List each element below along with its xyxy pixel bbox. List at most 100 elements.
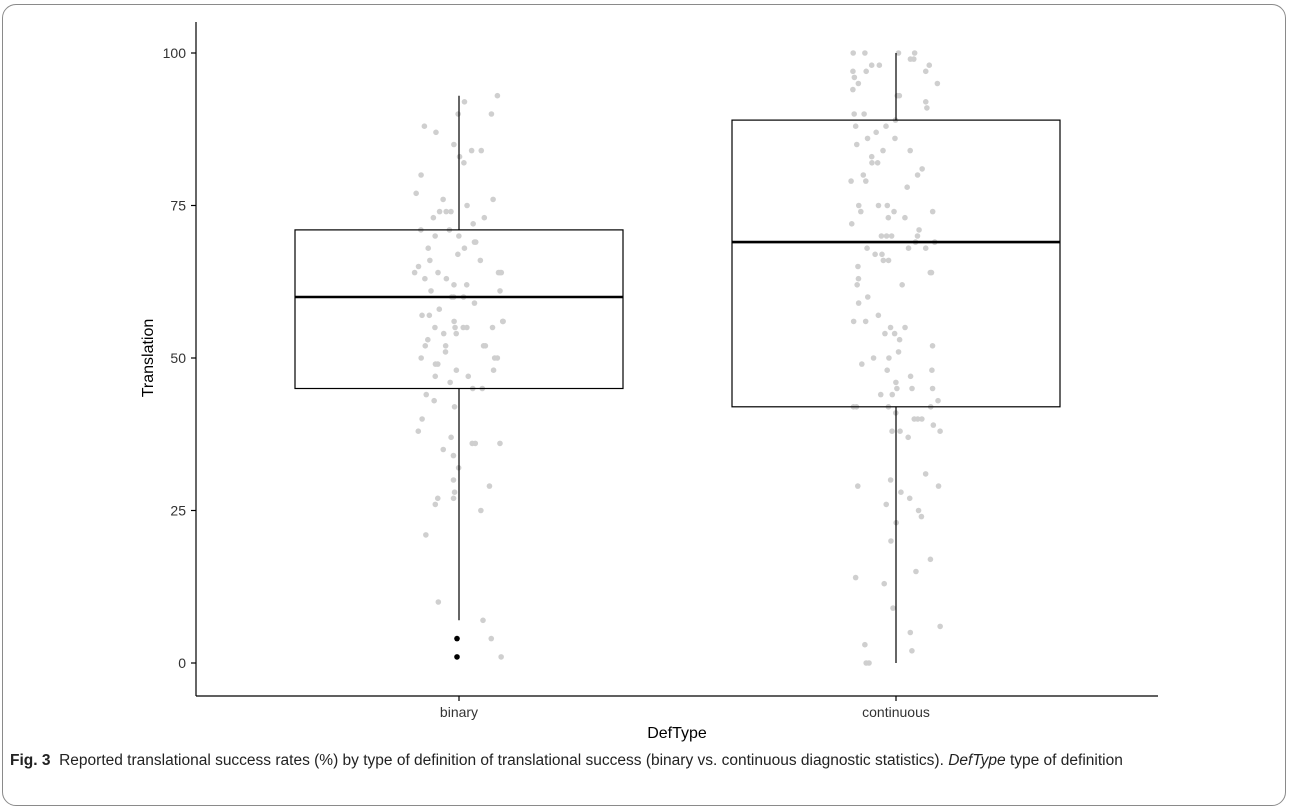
y-ticks: 0 25 50 75 100 <box>163 45 196 671</box>
jitter-point-continuous <box>883 233 890 239</box>
jitter-point-continuous <box>897 428 903 435</box>
jitter-point-binary <box>442 349 449 355</box>
jitter-point-continuous <box>855 202 862 209</box>
jitter-point-continuous <box>880 257 887 264</box>
jitter-point-continuous <box>873 129 879 136</box>
jitter-point-binary <box>468 147 475 154</box>
jitter-point-binary <box>436 306 443 313</box>
boxplot-chart: 0 25 50 75 100 binary continuous DefType Tran… <box>140 22 1158 742</box>
jitter-point-binary <box>423 532 429 538</box>
jitter-point-continuous <box>905 245 912 251</box>
jitter-point-binary <box>430 214 437 221</box>
jitter-point-binary <box>440 196 446 203</box>
y-tick-label: 100 <box>163 45 187 61</box>
jitter-point-binary <box>425 245 432 251</box>
jitter-point-continuous <box>888 538 894 544</box>
jitter-point-binary <box>435 269 441 276</box>
jitter-point-continuous <box>870 355 877 361</box>
jitter-point-continuous <box>911 50 918 56</box>
jitter-point-binary <box>422 343 429 349</box>
jitter-point-continuous <box>906 495 913 502</box>
jitter-point-binary <box>432 501 439 508</box>
jitter-point-binary <box>488 635 495 642</box>
jitter-point-continuous <box>885 214 892 221</box>
jitter-point-binary <box>432 233 438 239</box>
jitter-point-binary <box>421 123 428 129</box>
jitter-point-binary <box>481 214 488 221</box>
jitter-point-binary <box>415 263 422 270</box>
jitter-point-continuous <box>885 257 892 264</box>
jitter-point-binary <box>415 428 422 435</box>
figure-frame <box>2 4 1286 806</box>
jitter-point-continuous <box>851 74 858 81</box>
jitter-point-continuous <box>929 343 936 349</box>
caption-term: DefType <box>948 752 1006 769</box>
jitter-point-continuous <box>894 92 901 99</box>
jitter-point-continuous <box>862 318 869 325</box>
jitter-point-binary <box>434 495 441 502</box>
jitter-point-binary <box>447 379 453 386</box>
jitter-point-continuous <box>863 178 869 184</box>
jitter-point-binary <box>451 404 458 410</box>
jitter-point-continuous <box>924 105 930 111</box>
jitter-point-binary <box>455 251 461 258</box>
jitter-point-binary <box>413 190 419 197</box>
caption-text: Reported translational success rates (%)… <box>59 752 944 769</box>
jitter-point-continuous <box>902 324 908 331</box>
jitter-point-continuous <box>896 336 903 343</box>
figure-caption: Fig. 3 Reported translational success ra… <box>10 750 1272 772</box>
jitter-point-continuous <box>855 275 862 282</box>
jitter-point-binary <box>453 367 460 374</box>
jitter-point-continuous <box>852 574 859 581</box>
jitter-point-continuous <box>884 367 890 374</box>
jitter-point-binary <box>419 312 425 319</box>
jitter-point-binary <box>451 141 457 148</box>
jitter-point-continuous <box>922 471 929 477</box>
jitter-point-continuous <box>935 483 942 489</box>
jitter-point-binary <box>469 440 476 447</box>
jitter-point-continuous <box>894 385 900 392</box>
jitter-point-binary <box>497 269 503 276</box>
jitter-point-binary <box>418 172 424 178</box>
jitter-point-binary <box>443 275 450 282</box>
jitter-point-continuous <box>875 312 882 319</box>
jitter-point-binary <box>478 507 484 514</box>
jitter-point-binary <box>456 233 462 239</box>
jitter-point-binary <box>455 111 461 117</box>
jitter-point-binary <box>450 477 457 483</box>
jitter-point-continuous <box>883 501 890 508</box>
jitter-point-continuous <box>887 324 894 331</box>
jitter-point-continuous <box>852 123 859 129</box>
jitter-point-binary <box>442 343 449 349</box>
jitter-point-continuous <box>895 349 902 355</box>
jitter-point-binary <box>477 257 484 264</box>
jitter-point-continuous <box>850 86 856 93</box>
jitter-point-binary <box>443 208 449 215</box>
jitter-point-binary <box>497 288 503 294</box>
jitter-point-continuous <box>862 50 868 56</box>
jitter-point-continuous <box>922 68 929 75</box>
jitter-point-continuous <box>862 641 868 648</box>
x-tick-label-continuous: continuous <box>862 704 930 720</box>
boxes <box>294 53 1061 663</box>
jitter-point-continuous <box>922 245 929 251</box>
jitter-point-continuous <box>907 56 914 62</box>
outlier-point-binary <box>454 635 460 642</box>
jitter-point-continuous <box>934 80 941 87</box>
jitter-point-continuous <box>860 172 867 178</box>
jitter-point-binary <box>490 196 496 203</box>
jitter-point-continuous <box>855 80 862 87</box>
jitter-point-binary <box>461 245 468 251</box>
jitter-point-continuous <box>891 330 898 337</box>
jitter-point-continuous <box>930 422 937 428</box>
x-ticks: binary continuous <box>440 696 930 720</box>
jitter-point-binary <box>461 99 468 105</box>
jitter-point-continuous <box>877 391 884 398</box>
jitter-point-continuous <box>850 50 856 56</box>
jitter-point-continuous <box>919 416 925 422</box>
jitter-point-continuous <box>886 355 892 361</box>
jitter-point-continuous <box>914 416 921 422</box>
jitter-point-continuous <box>905 434 911 441</box>
jitter-point-continuous <box>915 507 922 514</box>
jitter-point-continuous <box>918 513 925 520</box>
